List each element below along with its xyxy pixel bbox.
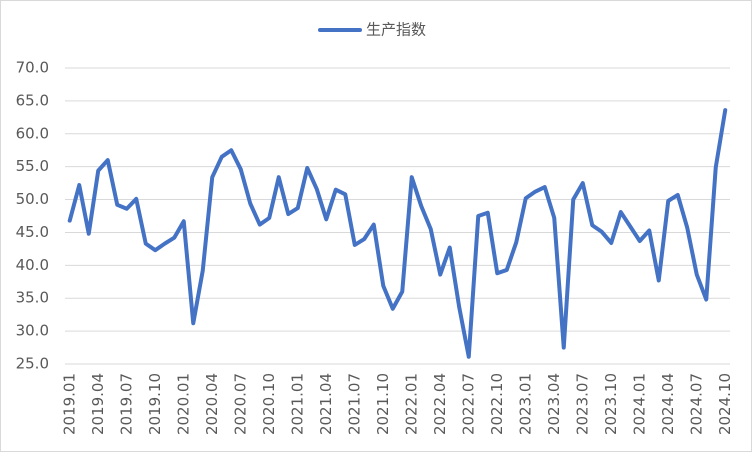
x-tick-label: 2021.04	[317, 373, 335, 435]
x-tick-label: 2020.07	[231, 373, 249, 435]
y-tick-label: 25.0	[16, 355, 49, 373]
x-tick-label: 2024.07	[687, 373, 705, 435]
x-tick-label: 2024.01	[630, 373, 648, 435]
series-line	[67, 108, 728, 359]
x-tick-label: 2019.10	[146, 373, 164, 435]
y-tick-label: 50.0	[16, 190, 49, 208]
legend-label: 生产指数	[366, 21, 426, 39]
y-tick-label: 55.0	[16, 157, 49, 175]
x-tick-label: 2019.01	[60, 373, 78, 435]
y-tick-label: 65.0	[16, 91, 49, 109]
x-tick-label: 2022.04	[431, 373, 449, 435]
x-tick-label: 2023.10	[602, 373, 620, 435]
x-tick-label: 2023.04	[545, 373, 563, 435]
x-tick-label: 2019.04	[89, 373, 107, 435]
x-tick-label: 2019.07	[117, 373, 135, 435]
x-tick-label: 2024.10	[716, 373, 734, 435]
x-tick-label: 2023.07	[573, 373, 591, 435]
x-tick-label: 2020.10	[260, 373, 278, 435]
x-tick-label: 2021.10	[374, 373, 392, 435]
x-tick-label: 2021.01	[288, 373, 306, 435]
y-tick-label: 45.0	[16, 223, 49, 241]
x-tick-label: 2020.01	[174, 373, 192, 435]
x-tick-label: 2022.10	[488, 373, 506, 435]
y-tick-label: 70.0	[16, 59, 49, 77]
x-tick-label: 2020.04	[203, 373, 221, 435]
x-tick-label: 2022.07	[459, 373, 477, 435]
y-tick-label: 30.0	[16, 322, 49, 340]
x-tick-label: 2023.01	[516, 373, 534, 435]
x-tick-label: 2021.07	[345, 373, 363, 435]
y-tick-label: 35.0	[16, 289, 49, 307]
x-tick-label: 2024.04	[659, 373, 677, 435]
y-tick-label: 40.0	[16, 256, 49, 274]
x-tick-label: 2022.01	[402, 373, 420, 435]
y-tick-label: 60.0	[16, 124, 49, 142]
